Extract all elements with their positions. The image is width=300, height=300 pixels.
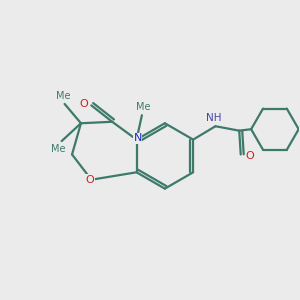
Text: Me: Me — [51, 144, 66, 154]
Text: O: O — [86, 175, 94, 185]
Text: Me: Me — [56, 91, 70, 100]
Text: O: O — [246, 151, 255, 161]
Text: NH: NH — [206, 113, 222, 123]
Text: O: O — [80, 99, 88, 109]
Text: N: N — [134, 134, 142, 143]
Text: Me: Me — [136, 102, 151, 112]
